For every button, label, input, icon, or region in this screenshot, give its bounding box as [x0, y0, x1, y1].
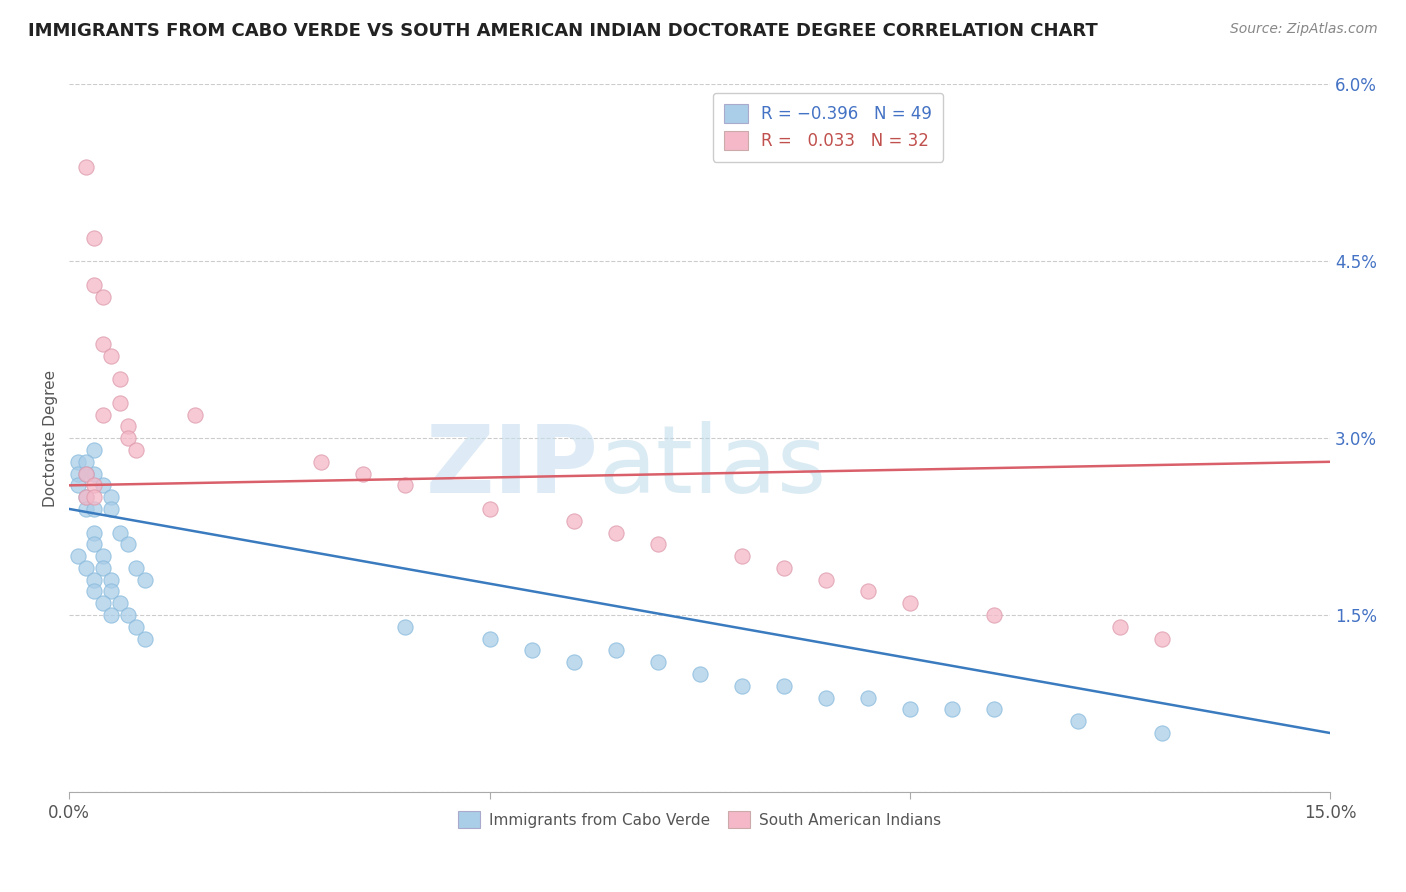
Point [731, 549, 754, 563]
Point [75, 561, 97, 575]
Point [605, 643, 627, 657]
Point [1067, 714, 1090, 729]
Point [1150, 632, 1173, 646]
Point [814, 690, 837, 705]
Point [108, 525, 131, 540]
Point [100, 490, 122, 504]
Point [125, 620, 148, 634]
Point [66, 467, 89, 481]
Point [983, 702, 1005, 716]
Point [83, 525, 105, 540]
Point [352, 467, 374, 481]
Point [75, 490, 97, 504]
Point [772, 561, 794, 575]
Point [75, 455, 97, 469]
Point [898, 702, 921, 716]
Point [898, 596, 921, 610]
Legend: Immigrants from Cabo Verde, South American Indians: Immigrants from Cabo Verde, South Americ… [453, 805, 948, 834]
Point [100, 573, 122, 587]
Text: ZIP: ZIP [426, 420, 599, 513]
Point [983, 608, 1005, 623]
Point [75, 160, 97, 174]
Point [100, 502, 122, 516]
Point [83, 478, 105, 492]
Point [311, 455, 333, 469]
Point [117, 419, 139, 434]
Point [1109, 620, 1132, 634]
Point [731, 679, 754, 693]
Point [91, 596, 114, 610]
Point [91, 561, 114, 575]
Point [520, 643, 543, 657]
Point [91, 336, 114, 351]
Point [689, 667, 711, 681]
Point [91, 549, 114, 563]
Point [108, 396, 131, 410]
Point [66, 478, 89, 492]
Point [83, 584, 105, 599]
Point [941, 702, 963, 716]
Point [83, 231, 105, 245]
Point [91, 290, 114, 304]
Point [83, 573, 105, 587]
Point [100, 608, 122, 623]
Point [814, 573, 837, 587]
Point [856, 584, 879, 599]
Point [83, 467, 105, 481]
Text: atlas: atlas [599, 420, 827, 513]
Point [75, 490, 97, 504]
Point [83, 277, 105, 292]
Point [75, 502, 97, 516]
Point [478, 502, 501, 516]
Point [100, 349, 122, 363]
Point [108, 372, 131, 386]
Point [75, 467, 97, 481]
Point [125, 442, 148, 457]
Y-axis label: Doctorate Degree: Doctorate Degree [44, 369, 58, 507]
Point [117, 431, 139, 445]
Point [856, 690, 879, 705]
Point [605, 525, 627, 540]
Point [647, 655, 669, 669]
Point [478, 632, 501, 646]
Point [83, 502, 105, 516]
Point [117, 608, 139, 623]
Point [108, 596, 131, 610]
Point [66, 455, 89, 469]
Point [134, 632, 156, 646]
Point [83, 490, 105, 504]
Point [394, 620, 416, 634]
Point [772, 679, 794, 693]
Point [75, 467, 97, 481]
Point [134, 573, 156, 587]
Point [83, 442, 105, 457]
Point [91, 408, 114, 422]
Point [66, 549, 89, 563]
Point [83, 537, 105, 551]
Point [394, 478, 416, 492]
Point [125, 561, 148, 575]
Point [91, 478, 114, 492]
Point [562, 655, 585, 669]
Point [647, 537, 669, 551]
Point [100, 584, 122, 599]
Point [1150, 726, 1173, 740]
Text: Source: ZipAtlas.com: Source: ZipAtlas.com [1230, 22, 1378, 37]
Point [562, 514, 585, 528]
Point [117, 537, 139, 551]
Text: IMMIGRANTS FROM CABO VERDE VS SOUTH AMERICAN INDIAN DOCTORATE DEGREE CORRELATION: IMMIGRANTS FROM CABO VERDE VS SOUTH AMER… [28, 22, 1098, 40]
Point [184, 408, 207, 422]
